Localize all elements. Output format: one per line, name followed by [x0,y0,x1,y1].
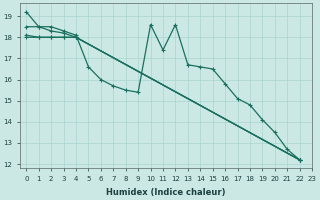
X-axis label: Humidex (Indice chaleur): Humidex (Indice chaleur) [106,188,226,197]
